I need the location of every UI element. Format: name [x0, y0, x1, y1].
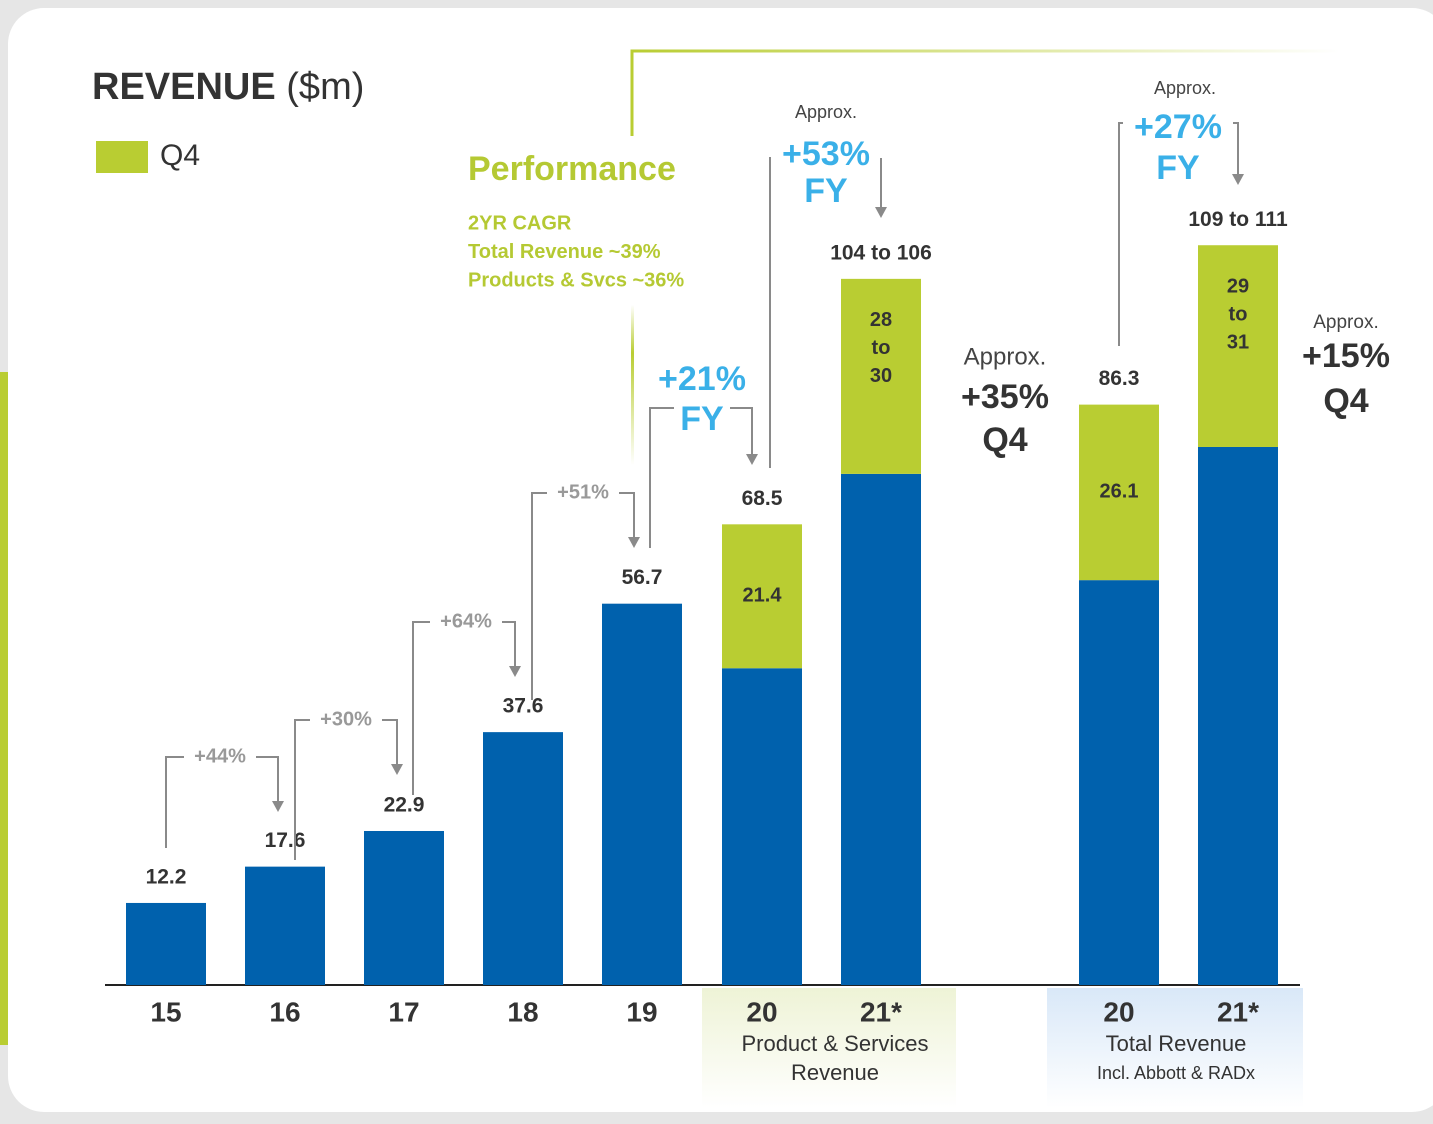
growth-label: +44%	[194, 745, 246, 767]
arrow-head	[391, 764, 403, 775]
bracket	[531, 492, 635, 700]
fy-label: FY	[1156, 149, 1200, 187]
legend-label: Q4	[160, 139, 200, 172]
group-bg	[1047, 988, 1303, 1108]
fy-pre: Approx.	[795, 102, 857, 122]
x-tick-label: 20	[746, 996, 777, 1027]
fy-pre: Approx.	[1154, 78, 1216, 98]
bar-segment	[722, 668, 802, 985]
arrow-head	[509, 666, 521, 677]
x-tick-label: 19	[626, 996, 657, 1027]
total-label: 37.6	[503, 695, 544, 718]
total-label: 12.2	[146, 865, 187, 888]
q4-label: Q4	[1323, 382, 1368, 420]
total-label: 22.9	[384, 794, 425, 817]
bar-segment	[364, 830, 444, 985]
group-label: Total Revenue	[1106, 1031, 1247, 1056]
x-tick-label: 21*	[860, 996, 902, 1027]
bar-segment	[841, 473, 921, 985]
fy-label: FY	[680, 400, 724, 438]
bracket	[165, 756, 279, 848]
total-label: 17.6	[265, 829, 306, 852]
bracket	[294, 719, 398, 860]
bar-segment	[1079, 580, 1159, 985]
arrow-head	[272, 801, 284, 812]
total-label: 104 to 106	[830, 241, 932, 264]
fy-label: FY	[804, 172, 848, 210]
growth-label: +30%	[320, 708, 372, 730]
segment-label: 31	[1227, 332, 1249, 354]
segment-label: 21.4	[743, 585, 783, 607]
frame-line	[631, 305, 634, 465]
bar-segment	[483, 732, 563, 985]
x-tick-label: 15	[150, 996, 181, 1027]
total-label: 56.7	[622, 566, 663, 589]
segment-label: 30	[870, 365, 892, 387]
x-tick-label: 17	[388, 996, 419, 1027]
group-label: Revenue	[791, 1060, 879, 1085]
bar-segment	[245, 866, 325, 985]
side-strip	[0, 372, 8, 1045]
group-bg	[702, 988, 956, 1108]
segment-label: 26.1	[1100, 481, 1139, 503]
bracket	[649, 407, 753, 548]
arrow-head	[1232, 174, 1244, 185]
legend-swatch	[96, 141, 148, 173]
arrow-head	[628, 537, 640, 548]
performance-title: Performance	[468, 150, 676, 188]
arrow-head	[746, 454, 758, 465]
q4-value: +35%	[961, 378, 1049, 416]
q4-pre: Approx.	[964, 343, 1047, 370]
title-unit: ($m)	[286, 66, 364, 108]
segment-label: 28	[870, 309, 892, 331]
x-tick-label: 18	[507, 996, 538, 1027]
performance-line: 2YR CAGR	[468, 212, 572, 234]
bar-segment	[722, 524, 802, 669]
title-main: REVENUE	[92, 66, 276, 108]
x-tick-label: 16	[269, 996, 300, 1027]
bar-segment	[841, 278, 921, 474]
bracket	[769, 157, 882, 468]
bracket	[412, 621, 516, 795]
fy-value: +21%	[658, 360, 746, 398]
q4-label: Q4	[982, 421, 1027, 459]
growth-label: +51%	[557, 481, 609, 503]
growth-label: +64%	[440, 610, 492, 632]
segment-label: to	[1229, 304, 1248, 326]
segment-label: to	[872, 337, 891, 359]
group-label: Product & Services	[741, 1031, 928, 1056]
bar-segment	[126, 902, 206, 985]
bar-segment	[1079, 404, 1159, 581]
bar-segment	[602, 603, 682, 985]
performance-line: Total Revenue ~39%	[468, 241, 661, 263]
q4-value: +15%	[1302, 337, 1390, 375]
title: REVENUE ($m)	[92, 66, 364, 108]
bar-segment	[1198, 245, 1278, 447]
total-label: 68.5	[742, 487, 783, 510]
fy-value: +53%	[782, 135, 870, 173]
frame-line	[630, 49, 1340, 136]
x-tick-label: 21*	[1217, 996, 1259, 1027]
total-label: 86.3	[1099, 367, 1140, 390]
fy-value: +27%	[1134, 108, 1222, 146]
arrow-head	[875, 207, 887, 218]
bar-segment	[1198, 446, 1278, 985]
bracket	[1118, 122, 1239, 346]
total-label: 109 to 111	[1188, 208, 1288, 231]
group-label: Incl. Abbott & RADx	[1097, 1063, 1255, 1083]
x-tick-label: 20	[1103, 996, 1134, 1027]
performance-line: Products & Svcs ~36%	[468, 269, 684, 291]
q4-pre: Approx.	[1313, 312, 1378, 333]
segment-label: 29	[1227, 276, 1249, 298]
